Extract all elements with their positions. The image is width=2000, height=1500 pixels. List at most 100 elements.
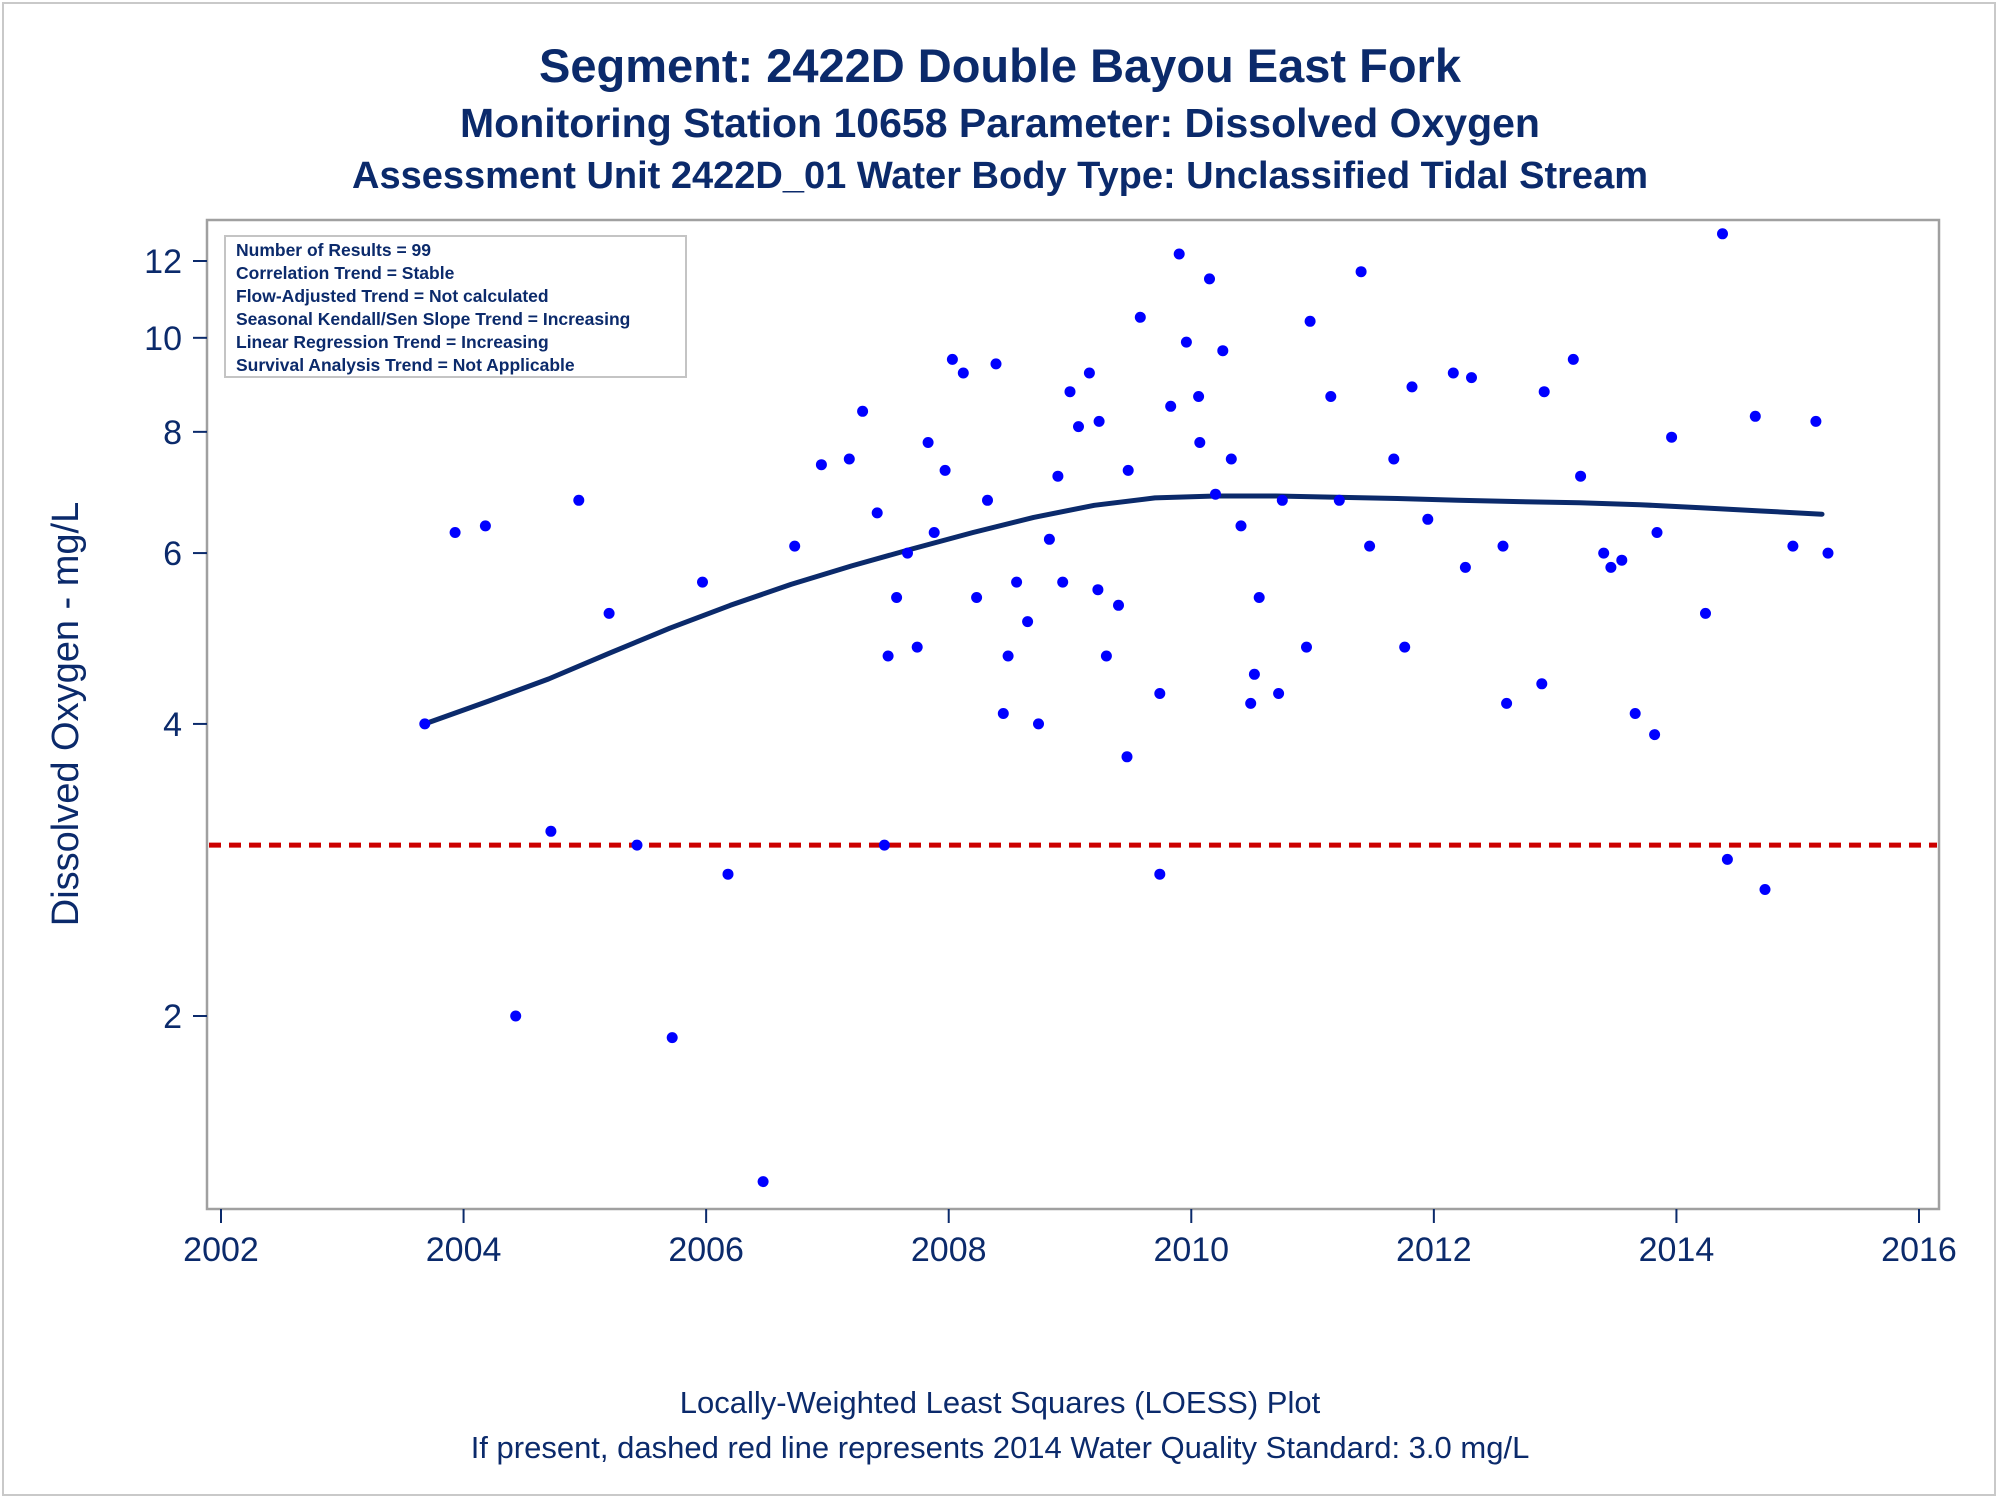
y-tick-label-4: 4 [163,706,182,744]
data-point-17 [871,507,883,519]
data-point-39 [1064,386,1076,398]
data-point-75 [1422,513,1434,525]
data-point-93 [1717,228,1728,240]
data-point-48 [1134,311,1146,323]
data-point-81 [1536,678,1548,690]
data-points [419,228,1834,1188]
data-point-34 [1022,616,1034,628]
x-tick-label-2002: 2002 [183,1231,259,1269]
data-point-69 [1333,494,1345,506]
data-point-95 [1749,410,1761,422]
data-point-57 [1210,488,1221,500]
data-point-65 [1276,494,1288,506]
data-point-8 [631,839,643,851]
data-point-9 [666,1032,678,1044]
data-point-71 [1364,540,1376,552]
data-point-98 [1810,415,1822,427]
data-point-38 [1057,576,1069,588]
y-tick-label-10: 10 [144,320,182,358]
stats-line-seasonal-kendall: Seasonal Kendall/Sen Slope Trend = Incre… [236,309,630,329]
data-point-64 [1273,688,1285,699]
data-point-3 [479,520,491,532]
stats-line-results: Number of Results = 99 [236,240,431,260]
data-point-36 [1043,533,1055,545]
stats-box: Number of Results = 99 Correlation Trend… [224,235,687,378]
data-point-28 [971,592,983,603]
data-point-1 [419,718,431,730]
data-point-89 [1649,729,1661,741]
data-point-2 [449,527,461,538]
stats-line-survival: Survival Analysis Trend = Not Applicable [236,355,575,375]
data-point-26 [946,353,958,365]
data-point-80 [1501,697,1513,709]
data-point-50 [1154,868,1166,880]
data-point-41 [1083,367,1095,379]
data-point-70 [1355,266,1367,278]
stats-line-flow-adjusted: Flow-Adjusted Trend = Not calculated [236,286,549,306]
data-point-53 [1180,336,1192,348]
data-point-87 [1616,554,1628,566]
data-point-6 [573,494,585,506]
data-point-73 [1399,641,1411,653]
data-point-14 [815,459,827,471]
data-point-60 [1235,520,1247,532]
y-tick-label-2: 2 [163,998,182,1036]
y-axis-title: Dissolved Oxygen - mg/L [45,502,87,927]
data-point-66 [1301,641,1312,653]
loess-curve [422,493,1825,727]
plot-area-border [205,218,1941,1211]
data-point-45 [1113,599,1124,611]
data-point-85 [1598,547,1610,559]
data-point-24 [928,527,940,538]
data-point-72 [1388,453,1400,465]
data-point-96 [1759,884,1771,895]
data-point-91 [1666,431,1678,443]
data-point-51 [1165,400,1177,412]
data-point-22 [911,641,923,653]
data-point-31 [997,708,1009,719]
data-point-40 [1073,421,1084,433]
data-point-12 [757,1176,769,1188]
data-point-27 [957,367,969,379]
data-point-92 [1700,607,1711,619]
data-point-78 [1466,372,1477,384]
data-point-16 [857,405,869,417]
data-point-88 [1629,708,1641,719]
data-point-10 [697,576,708,588]
stats-box-frame [224,235,687,378]
x-tick-label-2004: 2004 [426,1231,502,1269]
data-point-62 [1248,668,1260,680]
data-point-58 [1217,345,1229,357]
y-tick-label-6: 6 [163,535,182,573]
data-point-55 [1194,437,1206,448]
data-point-35 [1033,718,1044,730]
data-point-52 [1173,248,1185,260]
data-point-21 [902,547,913,559]
data-point-97 [1787,540,1799,552]
data-point-13 [789,540,801,552]
footer-line-2: If present, dashed red line represents 2… [470,1430,1530,1465]
data-point-25 [939,464,951,476]
data-point-30 [990,358,1002,370]
data-point-7 [603,607,615,619]
data-point-99 [1822,547,1834,559]
data-point-43 [1092,584,1104,596]
data-point-29 [982,494,993,506]
data-point-79 [1497,540,1509,552]
chart-subtitle-1: Monitoring Station 10658 Parameter: Diss… [460,100,1540,146]
data-point-33 [1011,576,1023,588]
y-tick-label-12: 12 [144,243,182,281]
data-point-11 [722,868,734,880]
x-tick-label-2010: 2010 [1153,1231,1229,1269]
x-tick-label-2014: 2014 [1639,1231,1715,1269]
data-point-84 [1575,470,1587,482]
data-point-4 [510,1010,522,1022]
x-tick-label-2016: 2016 [1881,1231,1957,1269]
data-point-20 [891,592,903,603]
data-point-37 [1052,470,1064,482]
stats-line-correlation: Correlation Trend = Stable [236,263,455,283]
x-axis: 2002 2004 2006 2008 2010 2012 2014 2016 [183,1209,1957,1269]
data-point-49 [1154,688,1166,699]
data-point-90 [1651,527,1663,538]
